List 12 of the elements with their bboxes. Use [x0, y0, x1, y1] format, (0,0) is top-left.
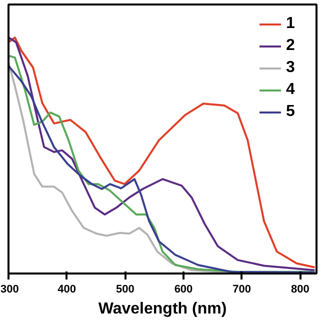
legend-label: 5 [286, 103, 296, 121]
x-tick-label: 400 [58, 284, 76, 296]
x-tick-label: 600 [174, 284, 193, 296]
x-tick-label: 500 [116, 284, 134, 296]
x-tick-label: 800 [290, 284, 310, 296]
x-tick-label: 300 [0, 284, 19, 296]
legend-label: 1 [286, 15, 296, 33]
x-tick-label: 700 [232, 284, 252, 296]
x-axis-title: Wavelength (nm) [98, 300, 227, 318]
legend-label: 2 [286, 37, 296, 55]
legend-label: 4 [286, 81, 296, 99]
legend-label: 3 [286, 59, 296, 77]
